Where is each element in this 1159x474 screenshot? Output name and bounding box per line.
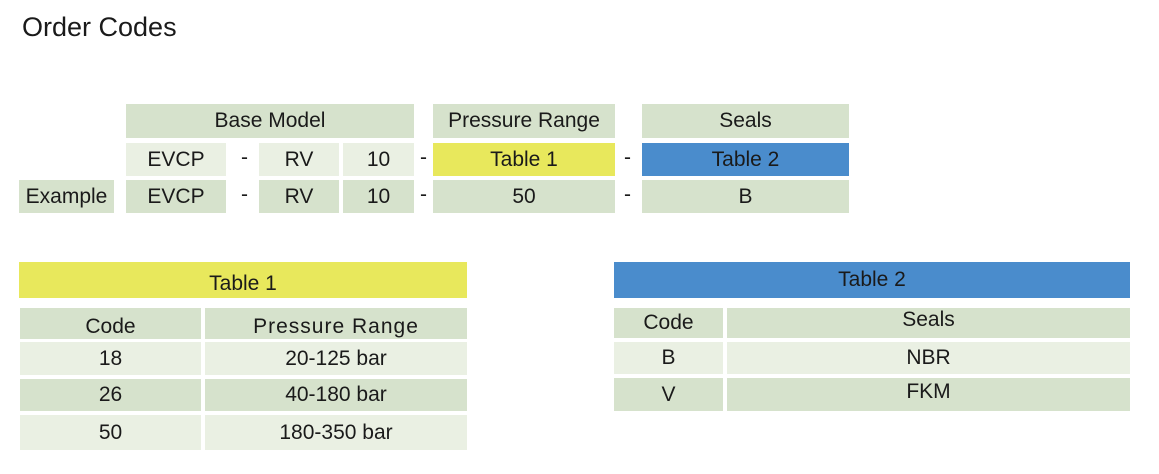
table1-row-range: 180-350 bar	[205, 415, 467, 450]
table1-row-range: 40-180 bar	[205, 379, 467, 411]
separator: -	[624, 146, 631, 169]
table1-row-code: 18	[20, 342, 201, 375]
separator: -	[420, 183, 427, 206]
example-model: EVCP	[126, 180, 226, 213]
table2-row-seals: FKM	[727, 378, 1130, 411]
template-size: 10	[343, 143, 414, 176]
header-base-model: Base Model	[126, 104, 414, 138]
header-seals: Seals	[642, 104, 849, 138]
separator: -	[241, 146, 248, 169]
example-label: Example	[19, 180, 114, 213]
template-seals: Table 2	[642, 143, 849, 176]
example-size: 10	[343, 180, 414, 213]
table2-row-code: B	[614, 342, 723, 374]
table1-row-range: 20-125 bar	[205, 342, 467, 375]
table2-title: Table 2	[614, 262, 1130, 298]
template-type: RV	[259, 143, 339, 176]
table1-row-code: 50	[20, 415, 201, 450]
separator: -	[624, 183, 631, 206]
page-title: Order Codes	[22, 12, 177, 42]
table2-row-seals: NBR	[727, 342, 1130, 374]
example-pressure: 50	[433, 180, 615, 213]
table1-row-code: 26	[20, 379, 201, 411]
header-pressure-range: Pressure Range	[433, 104, 615, 138]
table1-title: Table 1	[19, 262, 467, 298]
table2-header-code: Code	[614, 308, 723, 338]
example-seals: B	[642, 180, 849, 213]
table2-header-seals: Seals	[727, 308, 1130, 338]
template-pressure: Table 1	[433, 143, 615, 176]
template-model: EVCP	[126, 143, 226, 176]
example-type: RV	[259, 180, 339, 213]
separator: -	[241, 183, 248, 206]
table2-row-code: V	[614, 378, 723, 411]
table1-header-range: Pressure Range	[205, 308, 467, 339]
table1-header-code: Code	[20, 308, 201, 339]
separator: -	[420, 146, 427, 169]
